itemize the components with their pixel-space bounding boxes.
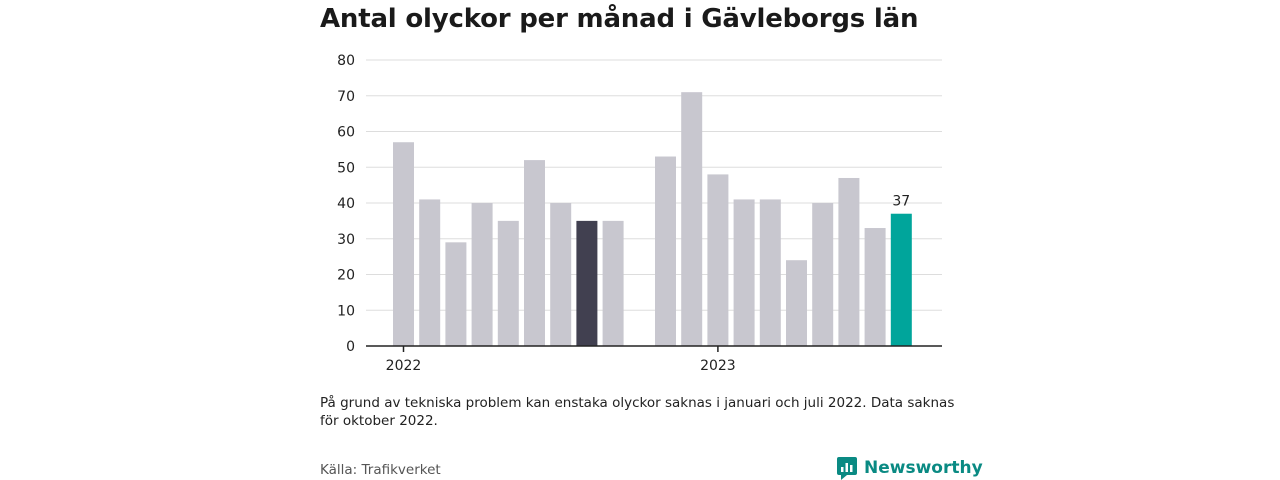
bar-2022-07 [550, 203, 572, 346]
x-tick-label: 2023 [700, 358, 736, 374]
y-tick-label: 50 [337, 160, 355, 176]
bar-2023-03 [759, 199, 781, 346]
bar-2023-02 [733, 199, 755, 346]
bar-2022-08 [576, 220, 598, 346]
bar-2022-11 [655, 156, 676, 346]
bar-2023-06 [838, 177, 860, 346]
x-axis-ticks: 2022 2023 [386, 346, 736, 374]
data-labels: 37 [892, 194, 910, 210]
bar-2023-08 [890, 213, 912, 346]
chart-title: Antal olyckor per månad i Gävleborgs län [320, 4, 919, 34]
y-tick-label: 10 [337, 303, 355, 319]
y-tick-label: 20 [337, 268, 355, 284]
y-tick-label: 80 [337, 53, 355, 69]
y-tick-label: 70 [337, 89, 355, 105]
footnote: På grund av tekniska problem kan enstaka… [320, 395, 955, 429]
bar-2022-05 [497, 220, 519, 346]
bars [393, 92, 912, 346]
bar-2023-01 [707, 174, 729, 346]
bar-2022-04 [471, 203, 493, 346]
y-tick-label: 0 [346, 339, 355, 355]
bar-2022-01 [393, 142, 414, 346]
bar-2022-12 [681, 92, 703, 346]
y-tick-label: 60 [337, 125, 355, 141]
chart-logo-icon [837, 457, 857, 480]
bar-2023-05 [812, 203, 834, 346]
bar-2022-06 [524, 160, 545, 346]
source-text: Källa: Trafikverket [320, 462, 441, 478]
y-tick-label: 30 [337, 232, 355, 248]
bar-2022-03 [445, 242, 467, 346]
bar-2023-04 [786, 260, 807, 346]
x-tick-label: 2022 [386, 358, 422, 374]
bar-2022-09 [602, 220, 624, 346]
y-tick-label: 40 [337, 196, 355, 212]
brand-logo: Newsworthy [836, 456, 983, 480]
bar-2023-07 [864, 228, 886, 346]
y-axis-ticks: 0 10 20 30 40 50 60 70 80 [337, 53, 355, 355]
brand-name: Newsworthy [864, 458, 983, 478]
bar-chart: 0 10 20 30 40 50 60 70 80 37 2022 2023 [337, 53, 942, 374]
data-label: 37 [892, 194, 910, 210]
bar-2022-02 [419, 199, 441, 346]
